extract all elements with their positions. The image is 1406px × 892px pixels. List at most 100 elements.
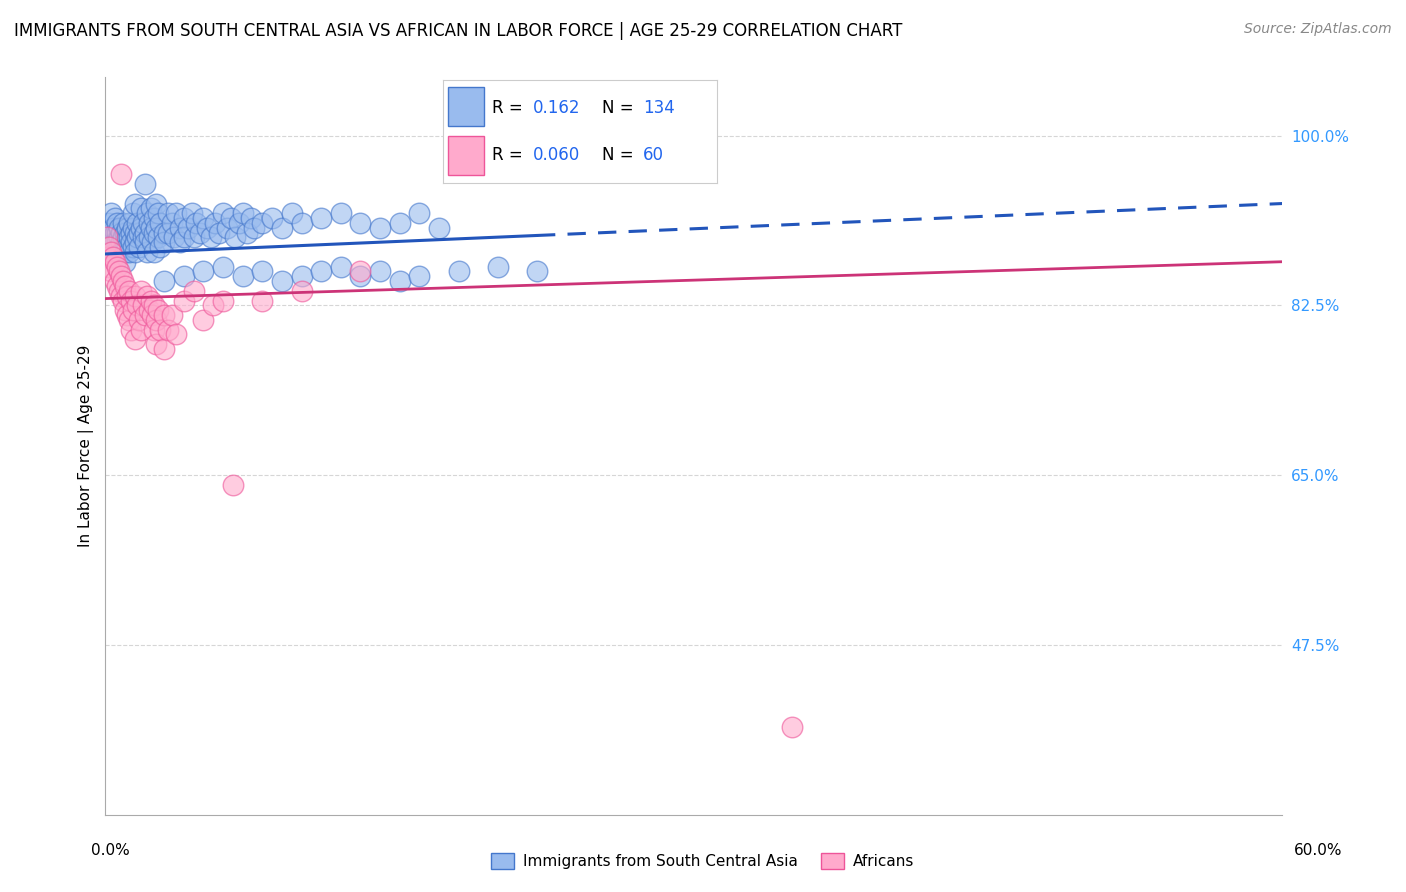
Point (153, 235, 176, 250)
Text: 134: 134 (643, 99, 675, 117)
Point (173, 269, 195, 284)
Point (118, 230, 141, 244)
Point (96, 230, 118, 244)
Point (129, 323, 152, 337)
Point (193, 211, 215, 225)
Point (349, 264, 371, 278)
Point (235, 226, 257, 240)
Point (104, 245, 127, 260)
Point (104, 226, 127, 240)
Point (129, 284, 152, 298)
Point (100, 206, 122, 220)
Point (143, 298, 166, 312)
Point (105, 279, 128, 293)
Point (243, 220, 266, 235)
Point (173, 230, 195, 244)
Point (134, 308, 156, 322)
Point (153, 342, 176, 356)
Text: N =: N = (602, 146, 634, 164)
Point (100, 264, 122, 278)
Point (408, 269, 430, 284)
Point (145, 220, 167, 235)
Point (120, 235, 142, 250)
Text: 0.162: 0.162 (533, 99, 581, 117)
Point (121, 303, 143, 318)
Point (157, 226, 180, 240)
Point (96, 226, 118, 240)
Point (153, 274, 176, 288)
Point (120, 226, 142, 240)
Point (183, 284, 205, 298)
Point (408, 206, 430, 220)
Point (368, 264, 391, 278)
Point (121, 206, 143, 220)
Point (148, 206, 170, 220)
Point (141, 235, 163, 250)
Point (262, 211, 284, 225)
Point (110, 226, 132, 240)
Point (271, 274, 294, 288)
Point (115, 220, 138, 235)
Point (114, 226, 136, 240)
Point (118, 245, 141, 260)
Point (108, 230, 131, 244)
Text: R =: R = (492, 146, 523, 164)
Text: N =: N = (602, 99, 634, 117)
Point (157, 206, 180, 220)
Point (349, 216, 371, 230)
Point (143, 323, 166, 337)
Point (120, 293, 142, 308)
Point (204, 216, 226, 230)
Point (349, 269, 371, 284)
Point (100, 226, 122, 240)
Point (118, 313, 141, 327)
Y-axis label: In Labor Force | Age 25-29: In Labor Force | Age 25-29 (79, 345, 94, 547)
Point (180, 206, 202, 220)
Point (103, 250, 125, 264)
Point (281, 206, 304, 220)
Point (148, 230, 170, 244)
Point (153, 308, 176, 322)
Point (145, 337, 167, 351)
Point (125, 216, 148, 230)
Point (131, 298, 153, 312)
Point (188, 226, 211, 240)
Point (110, 288, 132, 302)
Point (100, 245, 122, 260)
Point (98, 250, 121, 264)
Point (104, 274, 127, 288)
Point (138, 230, 160, 244)
Point (309, 211, 332, 225)
Point (96, 230, 118, 244)
Point (224, 230, 246, 244)
Point (149, 216, 172, 230)
Point (183, 230, 205, 244)
Text: 60: 60 (643, 146, 664, 164)
Point (271, 220, 294, 235)
Point (252, 216, 274, 230)
Point (98, 216, 121, 230)
Point (169, 220, 191, 235)
Point (108, 284, 131, 298)
Point (252, 264, 274, 278)
Point (427, 220, 450, 235)
Point (112, 230, 135, 244)
Point (184, 216, 207, 230)
Point (112, 216, 135, 230)
Point (135, 245, 157, 260)
Point (149, 323, 172, 337)
Point (160, 216, 183, 230)
Point (290, 284, 312, 298)
Point (104, 211, 127, 225)
Point (202, 298, 225, 312)
Point (149, 240, 172, 254)
Point (228, 216, 250, 230)
Point (135, 206, 157, 220)
Point (165, 327, 187, 342)
Point (124, 235, 146, 250)
Point (143, 226, 166, 240)
Point (98, 240, 121, 254)
Point (193, 313, 215, 327)
Point (110, 235, 132, 250)
Point (173, 293, 195, 308)
